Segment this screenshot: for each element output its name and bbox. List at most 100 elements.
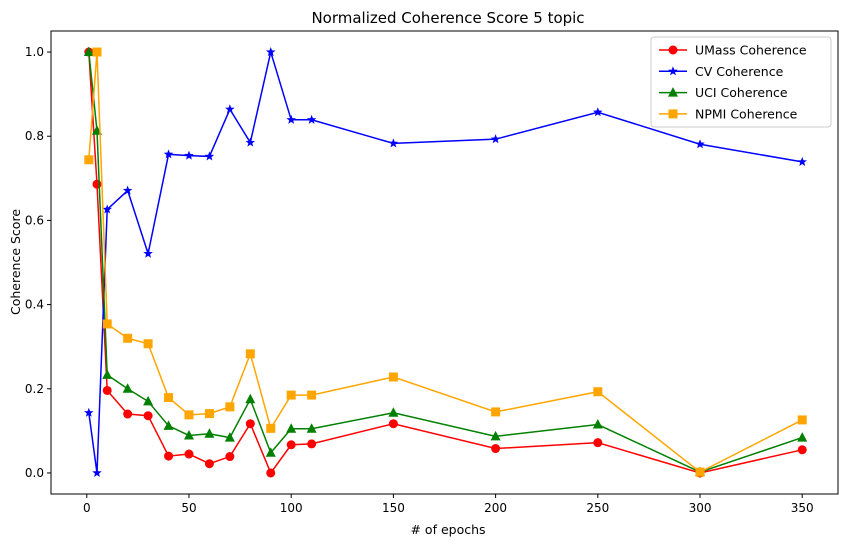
square-marker	[164, 393, 174, 403]
circle-marker	[164, 451, 174, 461]
triangle-marker	[224, 432, 235, 442]
square-marker	[695, 467, 705, 477]
star-marker	[265, 47, 276, 57]
legend-label: UCI Coherence	[695, 85, 788, 100]
square-marker	[123, 333, 133, 343]
legend-item: UMass Coherence	[659, 43, 807, 58]
triangle-marker	[306, 423, 317, 433]
legend-item: CV Coherence	[659, 64, 784, 79]
triangle-marker	[102, 369, 113, 379]
x-tick-label: 300	[689, 501, 712, 515]
square-marker	[204, 409, 214, 419]
chart-title: Normalized Coherence Score 5 topic	[311, 9, 584, 27]
star-marker	[306, 114, 317, 124]
circle-marker	[593, 438, 603, 448]
series-line	[88, 49, 803, 474]
star-marker	[225, 104, 235, 114]
x-tick-label: 50	[181, 501, 196, 515]
circle-marker	[286, 440, 296, 450]
star-marker	[593, 107, 603, 117]
square-marker	[668, 109, 678, 119]
y-tick-label: 0.6	[25, 213, 44, 227]
triangle-marker	[143, 395, 154, 406]
x-tick-label: 200	[484, 501, 507, 515]
star-marker	[286, 114, 296, 124]
y-axis-label: Coherence Score	[8, 209, 23, 315]
y-tick-label: 0.4	[25, 298, 44, 312]
triangle-marker	[592, 419, 603, 429]
triangle-marker	[163, 420, 174, 430]
star-marker	[245, 137, 256, 147]
triangle-marker	[286, 423, 297, 433]
square-marker	[307, 390, 317, 400]
triangle-marker	[245, 393, 256, 404]
legend: UMass Coherence CV Coherence UCI Coherence…	[650, 36, 832, 128]
triangle-marker	[388, 407, 399, 417]
x-tick-label: 150	[382, 501, 405, 515]
legend-box	[650, 36, 832, 128]
square-marker	[92, 47, 102, 57]
star-marker	[797, 156, 807, 166]
axes-frame	[50, 30, 839, 495]
circle-marker	[123, 409, 133, 419]
y-tick-label: 0.2	[25, 382, 44, 396]
legend-item: UCI Coherence	[659, 85, 788, 100]
triangle-marker	[490, 430, 501, 441]
circle-marker	[668, 45, 678, 55]
legend-label: CV Coherence	[695, 64, 784, 79]
circle-marker	[184, 449, 194, 459]
star-marker	[102, 204, 112, 214]
square-marker	[184, 410, 194, 420]
circle-marker	[388, 419, 398, 429]
square-marker	[245, 349, 255, 359]
x-axis-label: # of epochs	[410, 522, 485, 537]
circle-marker	[102, 385, 112, 395]
star-marker	[388, 138, 399, 148]
triangle-marker	[265, 447, 276, 457]
y-tick-label: 0.8	[25, 129, 44, 143]
square-marker	[102, 319, 112, 329]
circle-marker	[491, 444, 501, 454]
star-marker	[490, 134, 501, 144]
square-marker	[143, 339, 153, 349]
star-marker	[204, 151, 215, 161]
circle-marker	[204, 459, 214, 469]
square-marker	[225, 402, 235, 412]
legend-label: UMass Coherence	[695, 43, 807, 58]
legend-item: NPMI Coherence	[659, 106, 798, 121]
x-tick-label: 0	[83, 501, 91, 515]
y-tick-label: 0.0	[25, 466, 44, 480]
x-tick-label: 250	[586, 501, 609, 515]
triangle-marker	[668, 87, 678, 97]
star-marker	[163, 149, 174, 159]
series-3	[84, 47, 807, 477]
star-marker	[695, 139, 705, 149]
square-marker	[266, 423, 276, 433]
triangle-marker	[122, 383, 133, 393]
square-marker	[593, 387, 603, 397]
triangle-marker	[204, 428, 215, 438]
star-marker	[184, 150, 194, 160]
star-marker	[92, 467, 102, 477]
x-tick-label: 100	[280, 501, 303, 515]
star-marker	[668, 66, 678, 76]
circle-marker	[92, 179, 102, 189]
circle-marker	[143, 411, 153, 421]
circle-marker	[225, 452, 235, 462]
triangle-marker	[183, 429, 194, 440]
star-marker	[84, 407, 94, 417]
y-axis: 0.0 0.2 0.4 0.6 0.8 1.0	[25, 45, 51, 480]
circle-marker	[797, 445, 807, 455]
circle-marker	[245, 419, 255, 429]
plot-area	[83, 46, 808, 478]
square-marker	[388, 372, 398, 382]
x-axis: 0 50 100 150 200 250 300 350	[83, 494, 814, 515]
x-tick-label: 350	[791, 501, 814, 515]
square-marker	[491, 407, 501, 417]
square-marker	[286, 390, 296, 400]
triangle-marker	[797, 432, 808, 442]
star-marker	[122, 185, 133, 195]
triangle-marker	[83, 46, 94, 57]
star-marker	[143, 248, 153, 258]
